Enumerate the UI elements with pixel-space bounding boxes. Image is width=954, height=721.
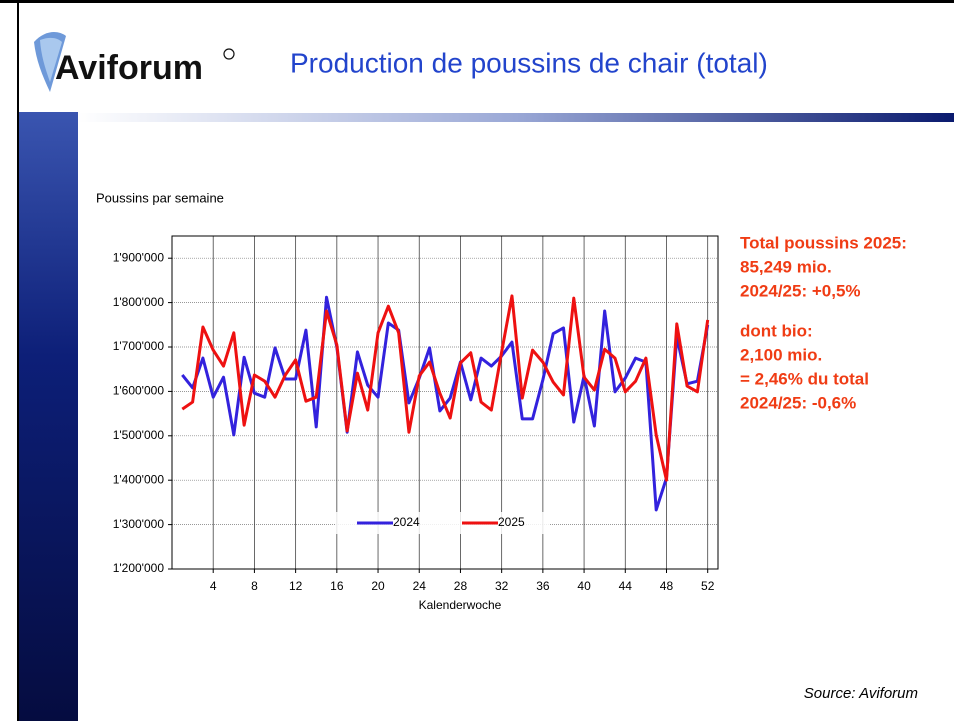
x-tick-label: 32 [495,579,509,593]
x-tick-label: 28 [454,579,468,593]
x-tick-label: 44 [619,579,633,593]
annotation: 85,249 mio. [740,257,832,276]
legend-label: 2024 [393,515,420,529]
annotation: Total poussins 2025: [740,233,907,252]
side-bar [19,112,78,721]
x-tick-label: 48 [660,579,674,593]
plot-border [171,235,719,570]
y-tick-label: 1'800'000 [113,295,165,309]
x-tick-label: 36 [536,579,550,593]
annotation: 2024/25: -0,6% [740,393,856,412]
annotation: dont bio: [740,321,813,340]
y-tick-label: 1'200'000 [113,561,165,575]
y-axis-label: Poussins par semaine [96,190,224,205]
x-tick-label: 20 [371,579,385,593]
x-tick-label: 8 [251,579,258,593]
logo-feather-light [40,37,62,82]
x-tick-label: 12 [289,579,303,593]
y-tick-label: 1'900'000 [113,250,165,264]
annotation: 2024/25: +0,5% [740,281,861,300]
annotation: = 2,46% du total [740,369,869,388]
left-border [17,0,19,721]
x-tick-label: 4 [210,579,217,593]
y-tick-label: 1'500'000 [113,428,165,442]
y-tick-label: 1'400'000 [113,472,165,486]
x-tick-label: 24 [413,579,427,593]
x-tick-label: 52 [701,579,715,593]
slide-title: Production de poussins de chair (total) [290,47,768,78]
y-tick-label: 1'700'000 [113,339,165,353]
source: Source: Aviforum [804,685,918,702]
logo-mark [223,48,235,60]
legend-label: 2025 [498,515,525,529]
annotation: 2,100 mio. [740,345,822,364]
header-band [78,113,954,122]
legend-box [335,512,550,534]
top-border [0,0,954,3]
x-tick-label: 16 [330,579,344,593]
x-axis-label: Kalenderwoche [419,598,502,612]
logo: Aviforum [55,49,203,87]
y-tick-label: 1'300'000 [113,517,165,531]
series-line [181,294,710,482]
y-tick-label: 1'600'000 [113,384,165,398]
x-tick-label: 40 [577,579,591,593]
